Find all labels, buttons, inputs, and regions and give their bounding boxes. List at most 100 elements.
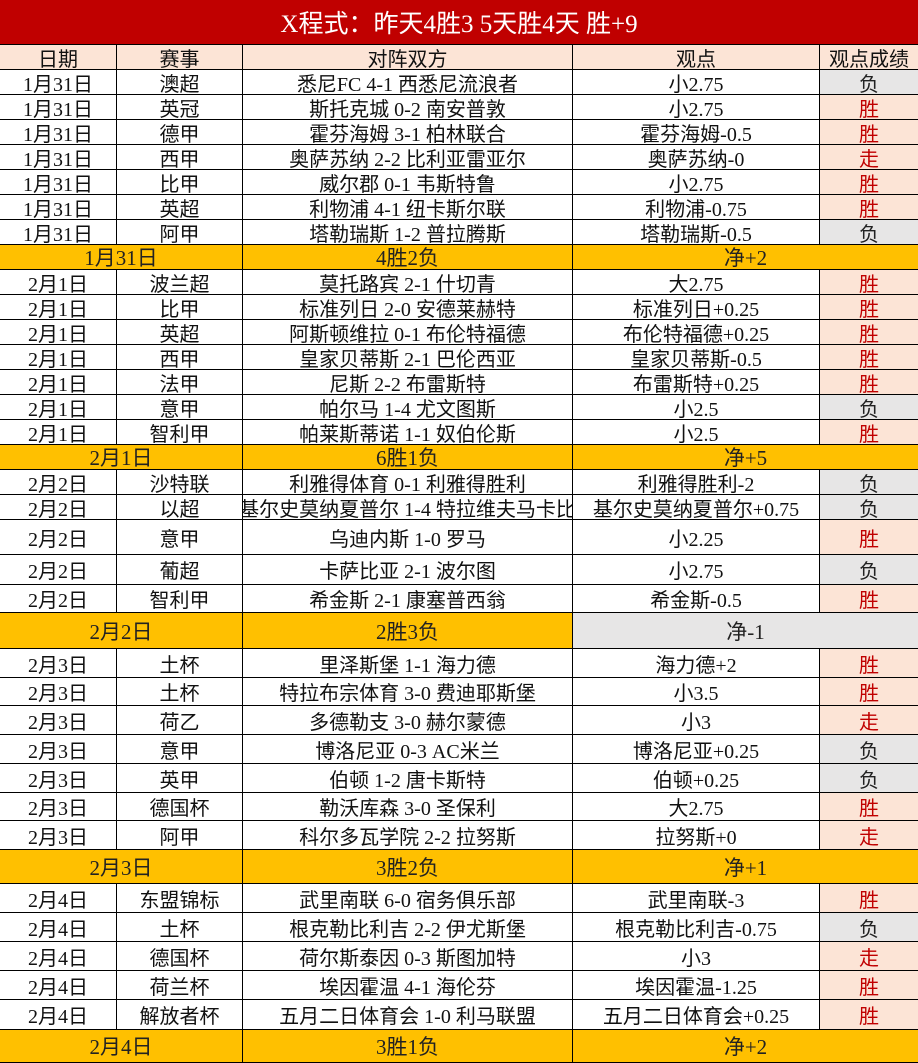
match-cell: 威尔郡 0-1 韦斯特鲁 <box>243 170 573 194</box>
pick-cell: 伯顿+0.25 <box>573 764 820 792</box>
league-cell: 意甲 <box>117 395 243 419</box>
summary-net: 净+5 <box>573 445 918 469</box>
pick-cell: 拉努斯+0 <box>573 821 820 849</box>
summary-record: 2胜3负 <box>243 613 573 648</box>
pick-cell: 基尔史莫纳夏普尔+0.75 <box>573 495 820 519</box>
pick-cell: 小2.75 <box>573 70 820 94</box>
result-badge: 胜 <box>820 793 918 820</box>
summary-row: 2月2日 2胜3负 净-1 <box>0 613 918 649</box>
date-cell: 2月3日 <box>0 735 117 763</box>
match-cell: 埃因霍温 4-1 海伦芬 <box>243 971 573 999</box>
pick-cell: 大2.75 <box>573 793 820 820</box>
league-cell: 沙特联 <box>117 470 243 494</box>
date-cell: 1月31日 <box>0 95 117 119</box>
result-badge: 负 <box>820 470 918 494</box>
pick-cell: 小2.75 <box>573 555 820 584</box>
match-cell: 多德勒支 3-0 赫尔蒙德 <box>243 706 573 734</box>
summary-row: 2月3日 3胜2负 净+1 <box>0 850 918 884</box>
match-cell: 阿斯顿维拉 0-1 布伦特福德 <box>243 320 573 344</box>
date-cell: 2月1日 <box>0 395 117 419</box>
pick-cell: 根克勒比利吉-0.75 <box>573 913 820 941</box>
match-cell: 荷尔斯泰因 0-3 斯图加特 <box>243 942 573 970</box>
match-cell: 利物浦 4-1 纽卡斯尔联 <box>243 195 573 219</box>
table-row: 2月2日 智利甲 希金斯 2-1 康塞普西翁 希金斯-0.5 胜 <box>0 585 918 613</box>
league-cell: 土杯 <box>117 678 243 705</box>
result-badge: 负 <box>820 555 918 584</box>
result-badge: 胜 <box>820 971 918 999</box>
table-row: 2月1日 波兰超 莫托路宾 2-1 什切青 大2.75 胜 <box>0 270 918 295</box>
summary-row: 2月1日 6胜1负 净+5 <box>0 445 918 470</box>
table-row: 2月3日 英甲 伯顿 1-2 唐卡斯特 伯顿+0.25 负 <box>0 764 918 793</box>
match-cell: 科尔多瓦学院 2-2 拉努斯 <box>243 821 573 849</box>
header-league: 赛事 <box>117 45 243 69</box>
match-cell: 帕莱斯蒂诺 1-1 奴伯伦斯 <box>243 420 573 444</box>
date-cell: 2月2日 <box>0 520 117 554</box>
date-cell: 1月31日 <box>0 195 117 219</box>
table-row: 1月31日 澳超 悉尼FC 4-1 西悉尼流浪者 小2.75 负 <box>0 70 918 95</box>
pick-cell: 布雷斯特+0.25 <box>573 370 820 394</box>
summary-record: 3胜2负 <box>243 850 573 883</box>
table-row: 2月3日 意甲 博洛尼亚 0-3 AC米兰 博洛尼亚+0.25 负 <box>0 735 918 764</box>
pick-cell: 标准列日+0.25 <box>573 295 820 319</box>
date-cell: 2月2日 <box>0 470 117 494</box>
pick-cell: 皇家贝蒂斯-0.5 <box>573 345 820 369</box>
summary-date: 2月3日 <box>0 850 243 883</box>
pick-cell: 利物浦-0.75 <box>573 195 820 219</box>
pick-cell: 埃因霍温-1.25 <box>573 971 820 999</box>
league-cell: 英超 <box>117 195 243 219</box>
date-cell: 2月1日 <box>0 295 117 319</box>
header-date: 日期 <box>0 45 117 69</box>
summary-net: 净+2 <box>573 245 918 269</box>
match-cell: 塔勒瑞斯 1-2 普拉腾斯 <box>243 220 573 244</box>
date-cell: 1月31日 <box>0 70 117 94</box>
match-cell: 希金斯 2-1 康塞普西翁 <box>243 585 573 612</box>
result-badge: 走 <box>820 942 918 970</box>
table-row: 2月4日 解放者杯 五月二日体育会 1-0 利马联盟 五月二日体育会+0.25 胜 <box>0 1000 918 1030</box>
match-cell: 利雅得体育 0-1 利雅得胜利 <box>243 470 573 494</box>
league-cell: 波兰超 <box>117 270 243 294</box>
league-cell: 英超 <box>117 320 243 344</box>
table-row: 2月1日 英超 阿斯顿维拉 0-1 布伦特福德 布伦特福德+0.25 胜 <box>0 320 918 345</box>
league-cell: 阿甲 <box>117 821 243 849</box>
date-cell: 2月1日 <box>0 270 117 294</box>
pick-cell: 小2.5 <box>573 420 820 444</box>
league-cell: 荷乙 <box>117 706 243 734</box>
date-cell: 2月2日 <box>0 555 117 584</box>
pick-cell: 武里南联-3 <box>573 884 820 912</box>
result-badge: 胜 <box>820 520 918 554</box>
pick-cell: 博洛尼亚+0.25 <box>573 735 820 763</box>
match-cell: 博洛尼亚 0-3 AC米兰 <box>243 735 573 763</box>
match-cell: 奥萨苏纳 2-2 比利亚雷亚尔 <box>243 145 573 169</box>
result-badge: 胜 <box>820 370 918 394</box>
table-row: 2月4日 土杯 根克勒比利吉 2-2 伊尤斯堡 根克勒比利吉-0.75 负 <box>0 913 918 942</box>
match-cell: 皇家贝蒂斯 2-1 巴伦西亚 <box>243 345 573 369</box>
date-cell: 1月31日 <box>0 145 117 169</box>
table-row: 2月1日 法甲 尼斯 2-2 布雷斯特 布雷斯特+0.25 胜 <box>0 370 918 395</box>
date-cell: 2月4日 <box>0 942 117 970</box>
date-cell: 1月31日 <box>0 120 117 144</box>
result-badge: 负 <box>820 70 918 94</box>
date-cell: 2月1日 <box>0 345 117 369</box>
result-badge: 走 <box>820 821 918 849</box>
pick-cell: 小2.75 <box>573 170 820 194</box>
result-badge: 走 <box>820 706 918 734</box>
league-cell: 德国杯 <box>117 793 243 820</box>
league-cell: 智利甲 <box>117 585 243 612</box>
match-cell: 根克勒比利吉 2-2 伊尤斯堡 <box>243 913 573 941</box>
date-cell: 2月3日 <box>0 764 117 792</box>
league-cell: 智利甲 <box>117 420 243 444</box>
league-cell: 意甲 <box>117 520 243 554</box>
date-cell: 2月2日 <box>0 585 117 612</box>
table-row: 2月2日 沙特联 利雅得体育 0-1 利雅得胜利 利雅得胜利-2 负 <box>0 470 918 495</box>
pick-cell: 小2.25 <box>573 520 820 554</box>
result-badge: 走 <box>820 145 918 169</box>
match-cell: 里泽斯堡 1-1 海力德 <box>243 649 573 677</box>
match-cell: 斯托克城 0-2 南安普敦 <box>243 95 573 119</box>
match-cell: 卡萨比亚 2-1 波尔图 <box>243 555 573 584</box>
league-cell: 澳超 <box>117 70 243 94</box>
result-badge: 胜 <box>820 884 918 912</box>
league-cell: 以超 <box>117 495 243 519</box>
date-cell: 2月2日 <box>0 495 117 519</box>
summary-record: 3胜1负 <box>243 1030 573 1062</box>
